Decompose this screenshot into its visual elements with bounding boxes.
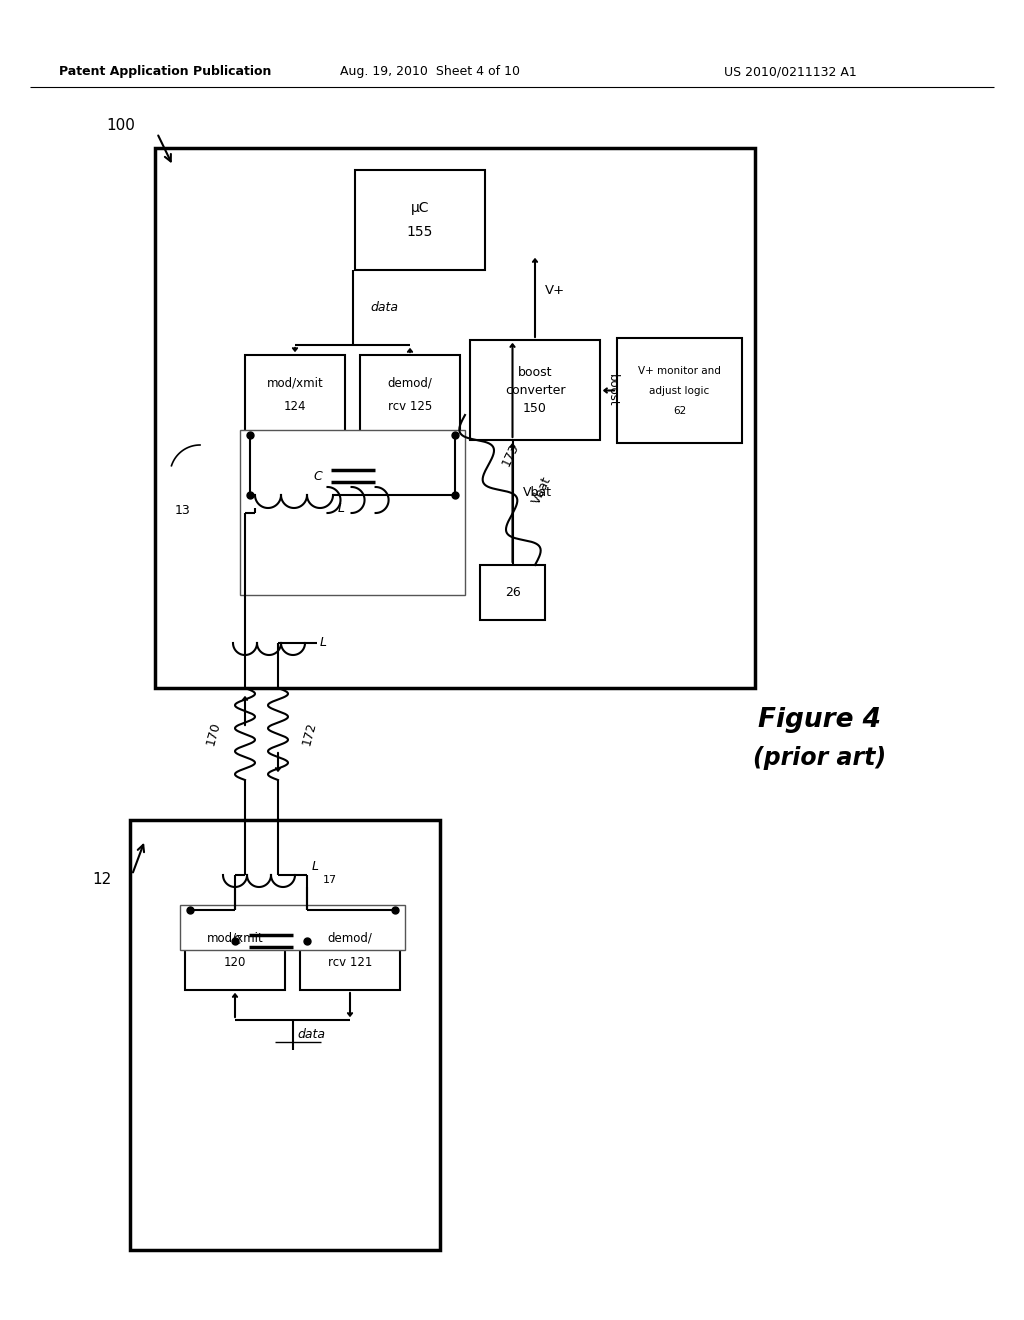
Text: data: data: [298, 1028, 326, 1041]
Text: L: L: [312, 861, 319, 874]
Text: Figure 4: Figure 4: [759, 708, 882, 733]
Text: 62: 62: [673, 405, 686, 416]
Text: 12: 12: [93, 873, 112, 887]
Text: Aug. 19, 2010  Sheet 4 of 10: Aug. 19, 2010 Sheet 4 of 10: [340, 66, 520, 78]
Bar: [300, 909, 400, 990]
Bar: [245, 355, 345, 436]
Bar: [355, 170, 485, 271]
Text: 173: 173: [500, 441, 522, 469]
Text: demod/: demod/: [387, 376, 432, 389]
Text: boost: boost: [518, 366, 552, 379]
Text: 120: 120: [224, 956, 246, 969]
Bar: [480, 565, 545, 620]
Bar: [185, 909, 285, 990]
Text: adjust logic: adjust logic: [649, 385, 710, 396]
Bar: [360, 355, 460, 436]
Text: 26: 26: [505, 586, 520, 599]
Text: V+: V+: [545, 284, 565, 297]
Text: 13: 13: [174, 503, 190, 516]
Text: 150: 150: [523, 401, 547, 414]
Text: demod/: demod/: [328, 932, 373, 945]
Bar: [470, 341, 600, 440]
Text: V+ monitor and: V+ monitor and: [638, 366, 721, 375]
Text: Vbat: Vbat: [522, 486, 552, 499]
Text: 170: 170: [204, 721, 223, 747]
Text: 124: 124: [284, 400, 306, 413]
Text: converter: converter: [505, 384, 565, 396]
Text: 172: 172: [300, 721, 318, 747]
Bar: [240, 430, 465, 595]
Text: mod/xmit: mod/xmit: [266, 376, 324, 389]
Text: (prior art): (prior art): [754, 746, 887, 770]
Text: L: L: [319, 636, 327, 649]
Text: L: L: [338, 502, 345, 515]
Text: boost: boost: [605, 374, 618, 407]
Text: 155: 155: [407, 224, 433, 239]
Text: C: C: [232, 935, 241, 948]
Text: Vbat: Vbat: [530, 474, 554, 506]
Bar: [180, 906, 406, 950]
Text: rcv 125: rcv 125: [388, 400, 432, 413]
Text: US 2010/0211132 A1: US 2010/0211132 A1: [724, 66, 856, 78]
Bar: [617, 338, 742, 444]
Text: μC: μC: [411, 201, 429, 215]
Text: C: C: [313, 470, 323, 483]
Text: 100: 100: [106, 119, 135, 133]
Text: data: data: [371, 301, 398, 314]
Text: mod/xmit: mod/xmit: [207, 932, 263, 945]
Text: rcv 121: rcv 121: [328, 956, 372, 969]
Bar: [155, 148, 755, 688]
Bar: [130, 820, 440, 1250]
Text: Patent Application Publication: Patent Application Publication: [58, 66, 271, 78]
Text: 17: 17: [323, 875, 337, 884]
